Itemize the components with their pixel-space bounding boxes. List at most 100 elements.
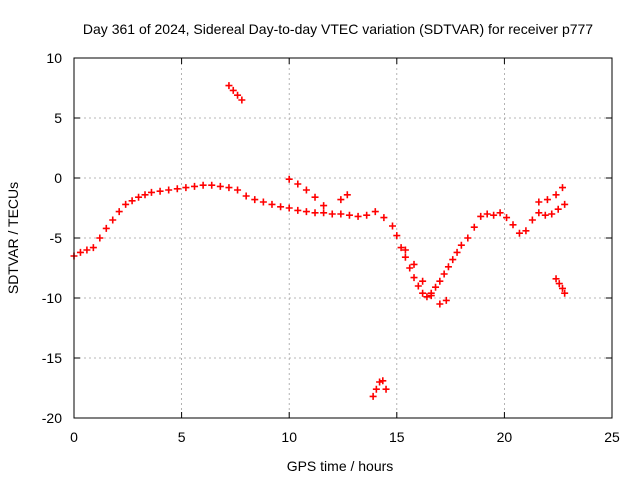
data-point (354, 212, 362, 220)
data-point (541, 211, 549, 219)
data-point (238, 96, 246, 104)
data-point (436, 277, 444, 285)
data-point (552, 191, 560, 199)
data-point (555, 280, 563, 288)
data-point (345, 211, 353, 219)
data-point (173, 185, 181, 193)
data-point (515, 229, 523, 237)
data-points (70, 82, 569, 400)
data-point (251, 196, 259, 204)
data-point (419, 289, 427, 297)
data-point (548, 210, 556, 218)
data-point (535, 198, 543, 206)
data-point (503, 214, 511, 222)
data-point (552, 275, 560, 283)
x-tick-label: 10 (281, 429, 297, 445)
y-tick-label: -5 (50, 230, 63, 246)
data-point (277, 203, 285, 211)
chart-title: Day 361 of 2024, Sidereal Day-to-day VTE… (83, 21, 593, 37)
data-point (285, 175, 293, 183)
data-point (442, 296, 450, 304)
data-point (414, 282, 422, 290)
data-point (302, 186, 310, 194)
data-point (444, 263, 452, 271)
data-point (561, 289, 569, 297)
data-point (397, 244, 405, 252)
data-point (208, 181, 216, 189)
data-point (234, 186, 242, 194)
data-point (379, 377, 387, 385)
data-point (369, 392, 377, 400)
data-point (423, 293, 431, 301)
series-short-segment-7h (225, 82, 246, 104)
data-point (141, 191, 149, 199)
data-point (311, 193, 319, 201)
data-point (382, 385, 390, 393)
data-point (320, 209, 328, 217)
series-dip-secondary (401, 246, 450, 308)
data-point (406, 264, 414, 272)
data-point (311, 209, 319, 217)
data-point (147, 188, 155, 196)
tick-labels: 0 5 10 15 20 25 -20 -15 -10 -5 0 5 10 (42, 50, 620, 445)
data-point (535, 209, 543, 217)
data-point (302, 208, 310, 216)
data-point (528, 216, 536, 224)
data-point (89, 244, 97, 252)
data-point (380, 214, 388, 222)
data-point (337, 196, 345, 204)
series-upper-spike-22.7h (535, 184, 567, 206)
data-point (522, 227, 530, 235)
x-tick-label: 0 (70, 429, 78, 445)
plot-frame (73, 57, 613, 419)
series-outlier-14h (369, 377, 390, 400)
data-point (457, 241, 465, 249)
data-point (453, 248, 461, 256)
data-point (242, 192, 250, 200)
data-point (229, 86, 237, 94)
data-point (268, 200, 276, 208)
data-point (410, 260, 418, 268)
data-point (294, 206, 302, 214)
data-point (371, 208, 379, 216)
data-point (401, 253, 409, 261)
data-point (393, 232, 401, 240)
data-point (76, 248, 84, 256)
data-point (337, 210, 345, 218)
data-point (234, 91, 242, 99)
data-point (259, 198, 267, 206)
x-tick-label: 5 (178, 429, 186, 445)
data-point (401, 246, 409, 254)
data-point (483, 210, 491, 218)
data-point (128, 197, 136, 205)
data-point (225, 184, 233, 192)
data-point (328, 210, 336, 218)
data-point (83, 246, 91, 254)
series-small-cluster-12.5h (337, 191, 351, 204)
x-tick-label: 20 (497, 429, 513, 445)
series-outlier-22.6h (552, 275, 569, 297)
data-point (477, 212, 485, 220)
y-tick-label: -15 (42, 350, 62, 366)
y-tick-label: 10 (46, 50, 62, 66)
data-point (372, 385, 380, 393)
data-point (496, 209, 504, 217)
y-tick-label: 0 (54, 170, 62, 186)
data-point (122, 200, 130, 208)
data-point (182, 184, 190, 192)
data-point (440, 270, 448, 278)
data-point (470, 223, 478, 231)
data-point (419, 277, 427, 285)
x-tick-label: 15 (389, 429, 405, 445)
data-point (285, 204, 293, 212)
data-point (561, 200, 569, 208)
data-point (554, 205, 562, 213)
data-point (96, 234, 104, 242)
data-point (436, 300, 444, 308)
data-point (543, 196, 551, 204)
series-upper-arc (285, 175, 328, 210)
y-tick-label: -10 (42, 290, 62, 306)
data-point (559, 184, 567, 192)
